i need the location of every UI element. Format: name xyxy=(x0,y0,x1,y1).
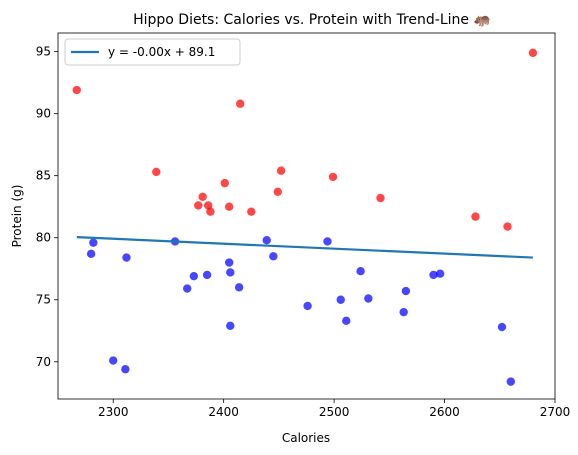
data-point xyxy=(376,193,385,203)
data-point xyxy=(273,187,282,197)
x-axis-label: Calories xyxy=(282,431,330,445)
data-point xyxy=(323,237,332,246)
data-point xyxy=(471,212,480,221)
plot-frame xyxy=(57,32,556,400)
data-point xyxy=(152,167,161,177)
data-point xyxy=(224,258,234,267)
data-point xyxy=(86,249,96,259)
x-tick-label: 2300 xyxy=(98,405,129,419)
chart-title: Hippo Diets: Calories vs. Protein with T… xyxy=(133,12,491,28)
y-tick-label: 90 xyxy=(36,107,51,121)
legend-trend-label: y = -0.00x + 89.1 xyxy=(108,45,215,59)
data-point xyxy=(356,267,365,276)
data-point xyxy=(224,202,234,211)
legend: y = -0.00x + 89.1 xyxy=(64,38,241,66)
data-point xyxy=(328,172,338,182)
y-tick-label: 85 xyxy=(36,169,51,183)
y-tick-label: 80 xyxy=(36,231,51,245)
data-point xyxy=(503,222,512,231)
data-point xyxy=(336,295,345,304)
data-point xyxy=(226,321,235,330)
plot-area xyxy=(72,48,538,386)
data-point xyxy=(269,252,278,261)
data-point xyxy=(497,322,507,332)
data-point xyxy=(364,294,373,303)
data-point xyxy=(183,284,192,293)
x-tick-label: 2400 xyxy=(208,405,239,419)
data-point xyxy=(189,271,199,281)
data-point xyxy=(435,269,445,278)
data-point xyxy=(247,207,256,216)
data-point xyxy=(399,307,408,317)
data-point xyxy=(262,235,271,245)
data-point xyxy=(236,99,245,108)
data-point xyxy=(198,192,207,201)
data-point xyxy=(234,283,244,292)
x-tick-label: 2600 xyxy=(429,405,460,419)
x-tick-label: 2700 xyxy=(540,405,571,419)
data-point xyxy=(202,270,212,280)
data-point xyxy=(226,268,235,277)
legend-box xyxy=(64,38,241,66)
data-point xyxy=(89,238,98,247)
data-point xyxy=(122,253,131,262)
x-tick-label: 2500 xyxy=(319,405,350,419)
data-point xyxy=(342,316,351,326)
y-tick-label: 70 xyxy=(36,355,51,369)
y-axis-label: Protein (g) xyxy=(10,185,24,248)
y-tick-label: 75 xyxy=(36,293,51,307)
data-point xyxy=(401,286,411,296)
y-axis-ticks: 70 75 80 85 90 95 xyxy=(36,45,58,369)
data-point xyxy=(303,301,312,311)
data-point xyxy=(276,166,286,175)
data-point xyxy=(506,377,516,386)
data-point xyxy=(206,207,215,216)
data-point xyxy=(429,270,438,280)
data-point xyxy=(109,356,118,365)
x-axis-ticks: 2300 2400 2500 2600 2700 xyxy=(98,399,570,419)
trend-line xyxy=(76,235,533,259)
y-tick-label: 95 xyxy=(36,45,51,59)
data-point xyxy=(72,85,81,95)
data-point xyxy=(220,178,229,188)
data-point xyxy=(528,48,538,58)
data-point xyxy=(121,365,130,374)
data-point xyxy=(194,201,203,210)
